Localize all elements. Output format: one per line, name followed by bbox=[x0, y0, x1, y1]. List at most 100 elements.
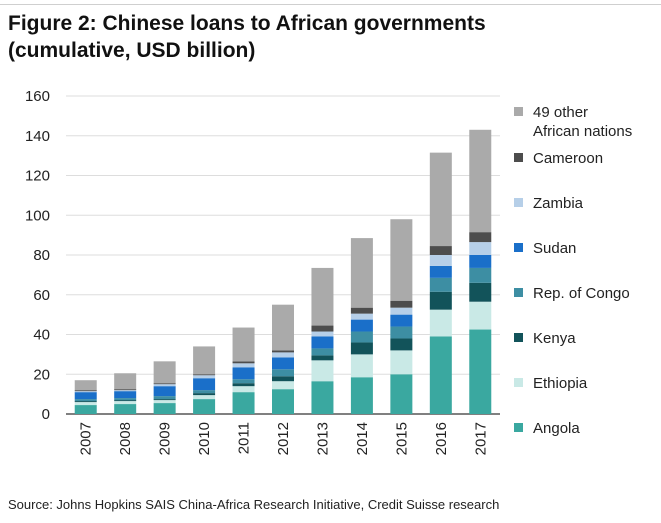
bar-segment-ethiopia bbox=[390, 350, 413, 375]
bar-segment-49-other-african-nations bbox=[193, 346, 216, 375]
x-tick-label: 2013 bbox=[314, 422, 331, 455]
bar-segment-zambia bbox=[74, 391, 97, 393]
bar-segment-angola bbox=[232, 392, 255, 414]
source-note: Source: Johns Hopkins SAIS China-Africa … bbox=[8, 497, 500, 512]
bar-segment-rep-of-congo bbox=[272, 369, 294, 377]
legend-swatch-zambia bbox=[514, 198, 523, 207]
legend-label-ethiopia: Ethiopia bbox=[533, 375, 588, 392]
bar-segment-kenya bbox=[350, 342, 373, 355]
bar-segment-kenya bbox=[114, 400, 137, 402]
legend-swatch-cameroon bbox=[514, 153, 523, 162]
bar-segment-ethiopia bbox=[232, 386, 255, 393]
bar-segment-cameroon bbox=[429, 246, 452, 255]
legend-swatch-kenya bbox=[514, 333, 523, 342]
bar-segment-zambia bbox=[350, 313, 373, 320]
bar-segment-sudan bbox=[74, 392, 97, 400]
bar-segment-cameroon bbox=[390, 300, 413, 308]
bar-segment-cameroon bbox=[272, 350, 294, 353]
bar-segment-rep-of-congo bbox=[193, 390, 216, 394]
bar-segment-sudan bbox=[429, 265, 452, 278]
bar-segment-49-other-african-nations bbox=[469, 129, 492, 233]
bar-segment-sudan bbox=[350, 319, 373, 332]
legend-label-sudan: Sudan bbox=[533, 240, 576, 257]
bar-segment-49-other-african-nations bbox=[390, 219, 413, 301]
bar-segment-sudan bbox=[193, 378, 216, 391]
legend-label-49-other-african-nations: 49 other African nations bbox=[533, 104, 632, 140]
bar-segment-rep-of-congo bbox=[232, 379, 255, 384]
bar-segment-ethiopia bbox=[350, 354, 373, 378]
y-tick-label: 20 bbox=[33, 366, 50, 383]
bar-segment-rep-of-congo bbox=[429, 277, 452, 292]
bar-segment-sudan bbox=[153, 386, 176, 397]
bar-segment-kenya bbox=[153, 399, 176, 401]
x-tick-label: 2016 bbox=[433, 422, 450, 455]
top-rule bbox=[0, 4, 661, 5]
bar-segment-rep-of-congo bbox=[350, 331, 373, 343]
bar-segment-49-other-african-nations bbox=[114, 373, 137, 390]
bar-segment-kenya bbox=[232, 383, 255, 387]
y-tick-label: 40 bbox=[33, 327, 50, 344]
bar-segment-cameroon bbox=[74, 390, 97, 392]
bar-segment-kenya bbox=[469, 282, 492, 302]
y-tick-label: 80 bbox=[33, 247, 50, 264]
bar-segment-sudan bbox=[469, 255, 492, 268]
legend-label-rep-of-congo: Rep. of Congo bbox=[533, 285, 630, 302]
bar-segment-zambia bbox=[429, 255, 452, 266]
bar-segment-sudan bbox=[232, 367, 255, 380]
bar-segment-kenya bbox=[74, 401, 97, 403]
bar-segment-zambia bbox=[469, 242, 492, 255]
bar-segment-angola bbox=[390, 374, 413, 414]
bar-segment-sudan bbox=[390, 314, 413, 327]
bar-segment-ethiopia bbox=[311, 360, 334, 382]
bar-segment-49-other-african-nations bbox=[311, 267, 334, 326]
chart-title: Figure 2: Chinese loans to African gover… bbox=[8, 10, 648, 64]
bar-segment-cameroon bbox=[114, 389, 137, 391]
x-tick-label: 2009 bbox=[157, 422, 174, 455]
bar-segment-sudan bbox=[114, 391, 137, 399]
y-tick-label: 0 bbox=[42, 406, 50, 423]
bar-segment-zambia bbox=[193, 375, 216, 379]
x-tick-label: 2008 bbox=[117, 422, 134, 455]
bar-segment-ethiopia bbox=[272, 381, 294, 390]
bar-segment-ethiopia bbox=[429, 309, 452, 337]
bar-segment-49-other-african-nations bbox=[232, 327, 255, 362]
bar-segment-zambia bbox=[114, 390, 137, 392]
legend-swatch-sudan bbox=[514, 243, 523, 252]
bar-segment-49-other-african-nations bbox=[350, 238, 373, 308]
bar-segment-angola bbox=[311, 381, 334, 414]
bar-segment-cameroon bbox=[311, 325, 334, 332]
bar-segment-cameroon bbox=[232, 361, 255, 364]
chart-title-line2: (cumulative, USD billion) bbox=[8, 39, 256, 62]
bar-segment-kenya bbox=[429, 291, 452, 310]
bar-segment-cameroon bbox=[153, 383, 176, 385]
legend-label-cameroon: Cameroon bbox=[533, 150, 603, 167]
bar-segment-rep-of-congo bbox=[311, 348, 334, 356]
bar-segment-zambia bbox=[153, 384, 176, 387]
bar-segment-kenya bbox=[272, 376, 294, 382]
x-tick-label: 2014 bbox=[354, 422, 371, 455]
y-tick-label: 120 bbox=[25, 168, 50, 185]
bar-segment-sudan bbox=[272, 357, 294, 370]
bar-segment-zambia bbox=[232, 363, 255, 368]
bar-segment-angola bbox=[74, 405, 97, 414]
bar-segment-sudan bbox=[311, 336, 334, 349]
bar-segment-49-other-african-nations bbox=[74, 380, 97, 391]
bar-segment-angola bbox=[193, 399, 216, 414]
bar-segment-rep-of-congo bbox=[114, 398, 137, 401]
bar-segment-angola bbox=[272, 389, 294, 414]
bar-segment-zambia bbox=[390, 307, 413, 315]
x-tick-label: 2011 bbox=[236, 422, 253, 454]
legend-label-kenya: Kenya bbox=[533, 330, 576, 347]
bar-segment-ethiopia bbox=[74, 402, 97, 406]
bar-segment-rep-of-congo bbox=[390, 326, 413, 339]
bar-segment-rep-of-congo bbox=[469, 267, 492, 283]
legend-label-angola: Angola bbox=[533, 420, 580, 437]
legend-swatch-49-other-african-nations bbox=[514, 107, 523, 116]
bar-segment-rep-of-congo bbox=[153, 396, 176, 400]
bar-segment-angola bbox=[469, 329, 492, 414]
x-tick-label: 2010 bbox=[196, 422, 213, 455]
y-tick-label: 160 bbox=[25, 88, 50, 105]
bar-segment-angola bbox=[429, 336, 452, 414]
bar-segment-angola bbox=[153, 403, 176, 414]
